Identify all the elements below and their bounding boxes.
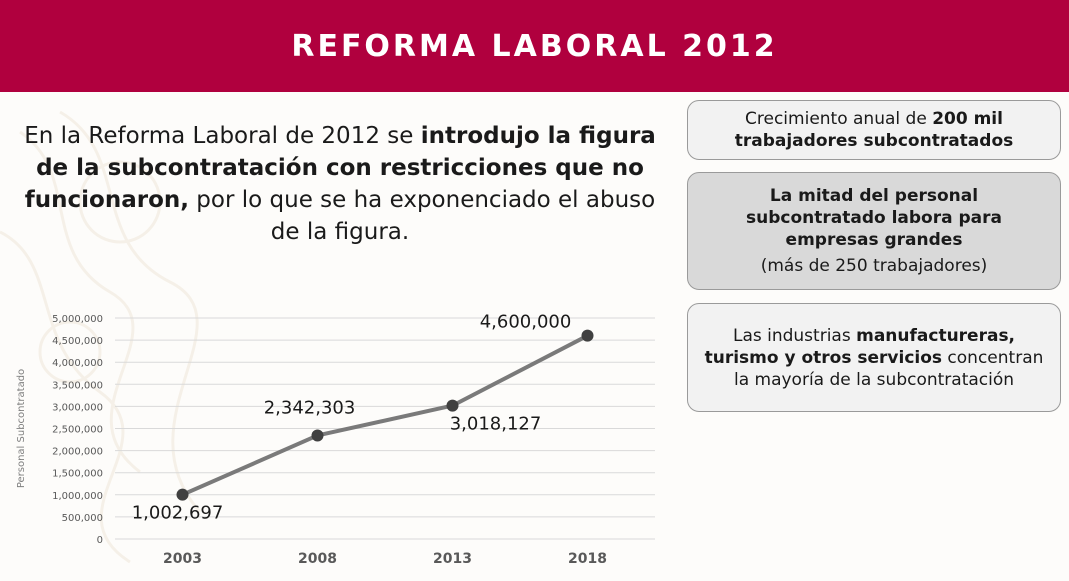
y-tick-label: 1,000,000 xyxy=(52,491,103,502)
industries-bold: manufactureras, turismo y otros servicio… xyxy=(704,325,1016,368)
x-tick-label: 2003 xyxy=(163,551,202,567)
y-tick-label: 0 xyxy=(97,535,103,546)
data-point xyxy=(446,399,459,412)
growth-card: Crecimiento anual de 200 mil trabajadore… xyxy=(687,100,1061,160)
chart-y-ticks: 0 500,000 1,000,000 1,500,000 2,000,000 2,500… xyxy=(52,314,103,546)
y-tick-label: 2,000,000 xyxy=(52,447,103,458)
y-tick-label: 5,000,000 xyxy=(52,314,103,325)
series-line xyxy=(181,333,589,497)
chart-x-ticks: 2003 2008 2013 2018 xyxy=(163,551,607,567)
y-tick-label: 4,000,000 xyxy=(52,358,103,369)
data-label: 4,600,000 xyxy=(480,312,572,333)
data-label: 2,342,303 xyxy=(264,397,356,418)
growth-card-text: Crecimiento anual de 200 mil trabajadore… xyxy=(688,108,1060,152)
data-label: 1,002,697 xyxy=(132,503,224,524)
data-point xyxy=(581,329,594,342)
x-tick-label: 2018 xyxy=(568,551,607,567)
y-tick-label: 3,500,000 xyxy=(52,380,103,391)
intro-paragraph: En la Reforma Laboral de 2012 se introdu… xyxy=(22,120,658,248)
data-point xyxy=(311,429,324,442)
intro-text-end: por lo que se ha exponenciado el abuso d… xyxy=(189,187,656,245)
y-tick-label: 2,500,000 xyxy=(52,425,103,436)
chart-series xyxy=(176,329,594,501)
industries-card: Las industrias manufactureras, turismo y… xyxy=(687,303,1061,412)
y-tick-label: 1,500,000 xyxy=(52,469,103,480)
subcontracting-line-chart: 0 500,000 1,000,000 1,500,000 2,000,000 2,500… xyxy=(16,312,655,567)
page-title: REFORMA LABORAL 2012 xyxy=(291,28,778,64)
growth-bold: 200 mil trabajadores subcontratados xyxy=(734,109,1014,151)
industries-text-end: concentran la mayoría de la subcontratac… xyxy=(733,347,1044,390)
industries-text-start: Las industrias xyxy=(732,325,857,346)
intro-text-bold: introdujo la figura de la subcontratació… xyxy=(24,123,656,213)
y-axis-label: Personal Subcontratado xyxy=(16,369,27,488)
y-tick-label: 3,000,000 xyxy=(52,402,103,413)
data-point xyxy=(176,488,189,501)
large-companies-bold: La mitad del personal subcontratado labo… xyxy=(745,186,1002,250)
large-companies-note: (más de 250 trabajadores) xyxy=(760,256,988,276)
x-tick-label: 2013 xyxy=(433,551,472,567)
header-banner: REFORMA LABORAL 2012 xyxy=(0,0,1069,92)
y-tick-label: 4,500,000 xyxy=(52,336,103,347)
y-tick-label: 500,000 xyxy=(62,513,103,524)
industries-card-text: Las industrias manufactureras, turismo y… xyxy=(704,325,1044,391)
data-label: 3,018,127 xyxy=(450,414,542,435)
large-companies-card: La mitad del personal subcontratado labo… xyxy=(687,172,1061,290)
x-tick-label: 2008 xyxy=(298,551,337,567)
intro-text-start: En la Reforma Laboral de 2012 se xyxy=(24,123,421,149)
chart-gridlines xyxy=(115,317,655,540)
chart-data-labels: 1,002,697 2,342,303 3,018,127 4,600,000 xyxy=(132,312,572,524)
growth-text: Crecimiento anual de xyxy=(745,109,933,129)
